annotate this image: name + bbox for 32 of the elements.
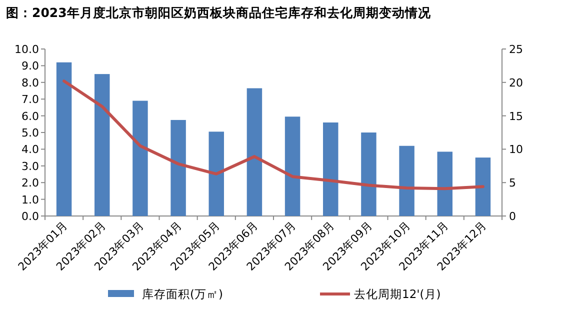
y-tick-label: 3.0 bbox=[22, 160, 39, 173]
y-tick-label: 2.0 bbox=[22, 176, 39, 190]
y-tick-label: 5.0 bbox=[22, 126, 39, 140]
bar bbox=[361, 132, 376, 216]
y2-tick-label: 20 bbox=[509, 76, 523, 90]
y2-tick-label: 5 bbox=[509, 176, 516, 190]
y-tick-label: 9.0 bbox=[22, 60, 39, 73]
y-tick-label: 4.0 bbox=[22, 143, 39, 156]
bar bbox=[56, 62, 72, 216]
bar bbox=[132, 100, 148, 216]
bar bbox=[437, 152, 452, 216]
bar bbox=[323, 122, 338, 216]
y2-tick-label: 15 bbox=[509, 110, 523, 123]
y-tick-label: 7.0 bbox=[22, 93, 39, 106]
y-tick-label: 6.0 bbox=[22, 110, 39, 123]
y-tick-label: 1.0 bbox=[22, 193, 39, 206]
bar bbox=[399, 146, 414, 216]
bar bbox=[475, 158, 491, 216]
chart-title: 图：2023年月度北京市朝阳区奶西板块商品住宅库存和去化周期变动情况 bbox=[6, 5, 432, 20]
bar bbox=[170, 120, 186, 216]
bar bbox=[94, 74, 110, 216]
y-tick-label: 10.0 bbox=[14, 43, 39, 56]
bar bbox=[284, 116, 300, 216]
y2-tick-label: 10 bbox=[509, 143, 523, 156]
y2-tick-label: 25 bbox=[509, 43, 523, 56]
legend-label: 库存面积(万㎡) bbox=[142, 287, 223, 301]
y-tick-label: 8.0 bbox=[22, 76, 39, 90]
bar bbox=[246, 88, 262, 216]
legend-label: 去化周期12'(月) bbox=[354, 287, 441, 301]
y-tick-label: 0.0 bbox=[22, 210, 39, 223]
y2-tick-label: 0 bbox=[509, 210, 516, 223]
bar bbox=[208, 132, 224, 216]
